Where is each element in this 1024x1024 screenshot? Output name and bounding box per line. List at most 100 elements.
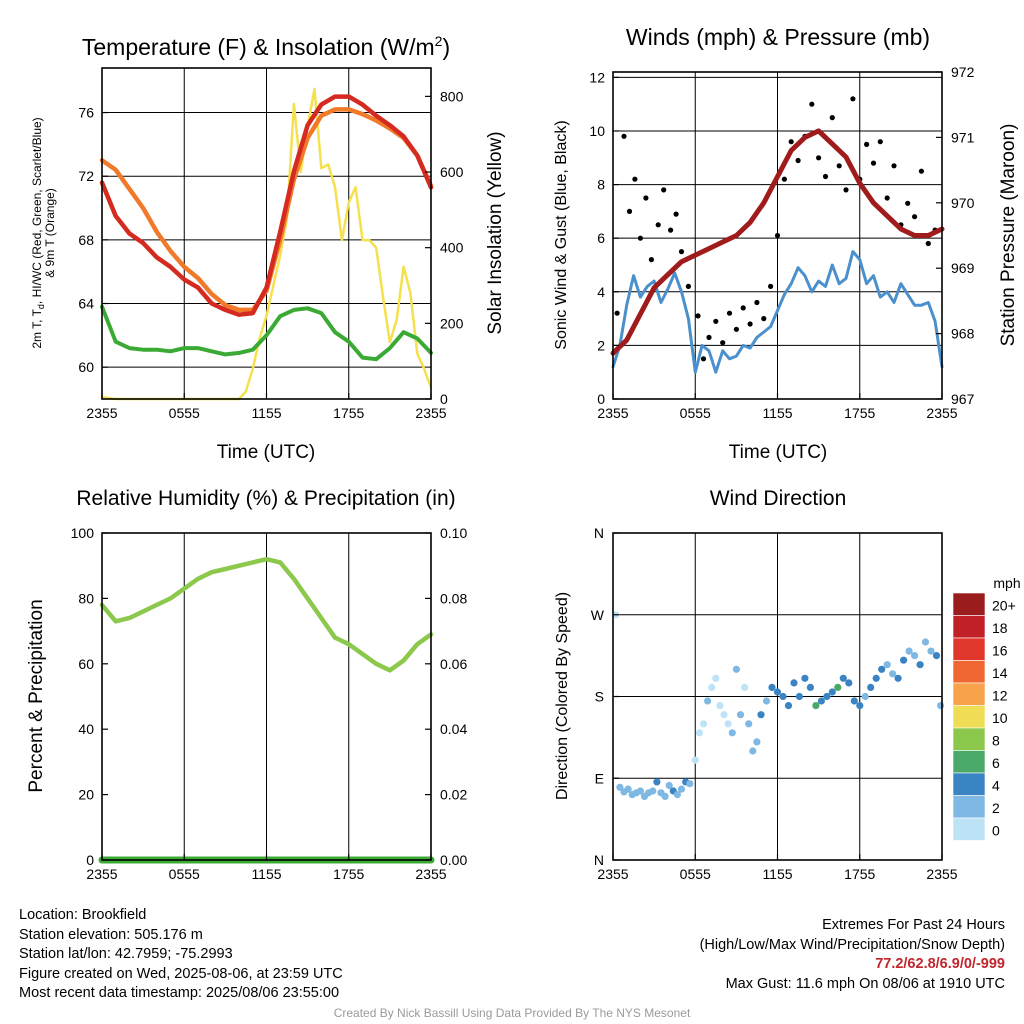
gust-point — [774, 232, 781, 239]
legend-label: 14 — [992, 665, 1008, 681]
legend-label: 0 — [992, 822, 1000, 838]
gust-point — [925, 240, 931, 247]
winds-series — [610, 96, 945, 374]
wdir-point — [677, 785, 686, 793]
winds-y2-tick-label: 968 — [951, 326, 975, 342]
wdir-point — [653, 778, 661, 786]
gust-point — [864, 141, 870, 147]
wdir-point — [878, 665, 886, 673]
wdir-point — [817, 697, 826, 705]
temp-y-tick-label: 64 — [78, 296, 94, 312]
wdir-point — [784, 702, 793, 710]
gust-point — [788, 139, 794, 145]
wdir-point — [699, 720, 708, 728]
legend-swatch — [952, 592, 986, 616]
gust-point — [685, 283, 692, 289]
gust-point — [655, 222, 661, 228]
wdir-point — [691, 756, 699, 764]
wdir-x-tick-label: 1755 — [844, 866, 875, 882]
wdir-point — [716, 702, 724, 710]
wdir-point — [673, 791, 682, 799]
temp-y2-tick-label: 800 — [440, 88, 464, 104]
legend-label: 12 — [992, 687, 1008, 703]
gust-point — [706, 334, 712, 340]
wdir-series — [612, 611, 945, 801]
rh-title: Relative Humidity (%) & Precipitation (i… — [76, 487, 455, 510]
temp-gridlines — [102, 68, 431, 399]
legend-label: 4 — [992, 777, 1000, 793]
wdir-point — [636, 787, 645, 795]
wdir-point — [845, 679, 853, 687]
wdir-point — [850, 697, 858, 705]
temp-panel: Temperature (F) & Insolation (W/m2) 2355… — [30, 33, 506, 463]
gust-point — [829, 115, 835, 121]
svg-text:2m T, Td, HI/WC (Red, Green, S: 2m T, Td, HI/WC (Red, Green, Scarlet/Blu… — [30, 117, 46, 348]
temp-y2-tick-label: 400 — [440, 240, 464, 256]
station-location: Location: Brookfield — [19, 907, 147, 923]
wdir-point — [916, 661, 924, 669]
gust-point — [740, 305, 746, 311]
temp-x-tick-label: 0555 — [169, 405, 200, 421]
gust-point — [673, 211, 679, 217]
wdir-point — [773, 688, 782, 696]
gust-point — [905, 200, 911, 206]
wdir-point — [728, 729, 736, 737]
wdir-point — [749, 747, 757, 755]
gust-point — [720, 340, 726, 346]
gust-point — [884, 195, 890, 201]
wdir-point — [932, 652, 941, 660]
temp-x-tick-label: 1155 — [251, 405, 281, 421]
wdir-point — [806, 683, 815, 692]
rh-x-tick-label: 1755 — [333, 866, 364, 882]
station-elevation: Station elevation: 505.176 m — [19, 926, 203, 943]
wdir-gridlines — [613, 533, 942, 860]
legend-label: 6 — [992, 755, 1000, 771]
svg-text:& 9m T (Orange): & 9m T (Orange) — [43, 188, 57, 278]
wdir-point — [736, 711, 745, 719]
gust-point — [781, 176, 788, 182]
wdir-point — [921, 638, 930, 646]
extremes-values: 77.2/62.8/6.9/0/-999 — [875, 956, 1005, 972]
winds-y2-tick-label: 972 — [951, 64, 975, 80]
wdir-point — [720, 711, 728, 719]
legend-label: 8 — [992, 732, 1000, 748]
rh-y2-tick-label: 0.00 — [440, 852, 467, 868]
rh-axes: 2355 0555 1155 1755 23550204060801000.000.02… — [71, 525, 468, 882]
legend-label: 10 — [992, 710, 1008, 726]
gust-point — [637, 235, 644, 241]
wdir-point — [741, 683, 749, 692]
winds-y-tick-label: 10 — [589, 123, 605, 139]
rh-y-tick-label: 80 — [78, 590, 94, 606]
wdir-point — [790, 679, 798, 687]
gust-point — [648, 257, 655, 263]
legend-label: 20+ — [992, 597, 1016, 613]
wdir-point — [624, 785, 632, 793]
rh-panel: Relative Humidity (%) & Precipitation (i… — [26, 487, 467, 882]
wdir-point — [867, 683, 875, 692]
wdir-point — [856, 702, 864, 710]
winds-y-tick-label: 4 — [597, 284, 605, 300]
wdir-point — [704, 697, 712, 705]
gust-point — [918, 168, 925, 174]
rh-x-tick-label: 2355 — [86, 866, 117, 882]
gust-point — [822, 173, 829, 180]
gust-point — [843, 187, 849, 193]
wdir-point — [927, 647, 935, 655]
gust-point — [891, 163, 897, 169]
rh-y2-tick-label: 0.06 — [440, 656, 467, 672]
wdir-point — [649, 787, 657, 795]
recent-timestamp: Most recent data timestamp: 2025/08/06 2… — [19, 985, 340, 1001]
legend-label: 2 — [992, 800, 1000, 816]
wdir-x-tick-label: 2355 — [926, 866, 957, 882]
winds-x-tick-label: 1155 — [762, 405, 792, 421]
temp-x-tick-label: 2355 — [415, 405, 446, 421]
wdir-point — [937, 702, 945, 710]
gust-point — [614, 310, 620, 316]
wdir-y-tick-label: E — [595, 770, 604, 786]
rh-y-tick-label: 40 — [78, 721, 94, 737]
wdir-point — [911, 652, 919, 660]
winds-y-tick-label: 6 — [597, 230, 605, 246]
winds-y2-tick-label: 970 — [951, 195, 975, 211]
max-gust: Max Gust: 11.6 mph On 08/06 at 1910 UTC — [725, 975, 1005, 992]
gust-point — [733, 326, 740, 332]
